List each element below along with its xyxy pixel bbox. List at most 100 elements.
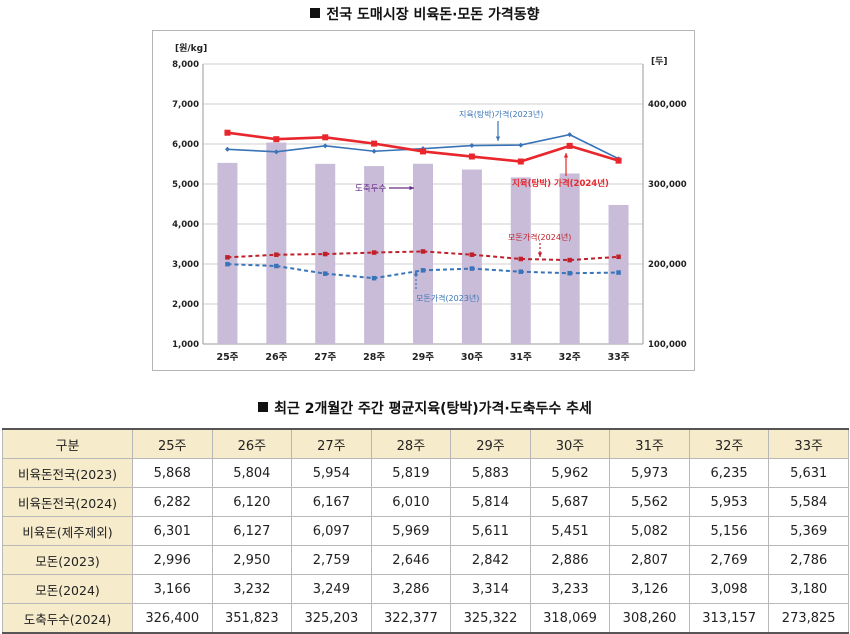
table-cell: 6,127	[211, 516, 293, 546]
table-header-week: 32주	[688, 428, 770, 459]
series-marker	[224, 129, 231, 136]
annotation-sow-2023-arrow-head	[413, 271, 419, 276]
row-label: 도축두수(2024)	[2, 603, 133, 634]
series-marker	[616, 254, 621, 260]
y-right-tick-label: 400,000	[648, 100, 687, 110]
table-header-week: 31주	[609, 428, 690, 459]
series-marker	[322, 271, 328, 276]
table-title: 최근 2개월간 주간 평균지육(탕박)가격·도축두수 추세	[0, 398, 850, 418]
table-cell: 3,249	[291, 574, 372, 604]
table-cell: 5,953	[688, 487, 770, 517]
series-marker	[225, 255, 230, 260]
series-marker	[567, 132, 573, 138]
series-marker	[274, 252, 279, 257]
table-cell: 2,807	[609, 545, 690, 575]
table-cell: 3,232	[211, 574, 293, 604]
table-cell: 3,180	[768, 574, 849, 604]
series-marker	[469, 252, 475, 257]
table-cell: 308,260	[609, 603, 690, 634]
y-left-tick-label: 7,000	[172, 100, 199, 110]
table-cell: 325,322	[450, 603, 531, 634]
square-bullet-icon	[258, 402, 269, 412]
annotation-slaughter-arrow-head	[409, 185, 414, 191]
table-cell: 313,157	[688, 603, 770, 634]
table-cell: 273,825	[768, 603, 849, 634]
table-cell: 5,814	[450, 487, 531, 517]
chart-frame: 1,000 2,000 3,000 4,000 5,000 6,000 7,000 8,000…	[152, 30, 695, 371]
series-marker	[518, 256, 524, 262]
table-row: 모돈(2024) 3,166 3,232 3,249 3,286 3,314 3,233 3,…	[2, 574, 849, 604]
table-row: 비육돈전국(2024) 6,282 6,120 6,167 6,010 5,814 5,68…	[2, 487, 849, 517]
series-marker	[517, 158, 524, 165]
table-cell: 3,126	[609, 574, 690, 604]
series-marker	[615, 157, 622, 164]
table-cell: 5,687	[529, 487, 611, 517]
series-marker	[224, 146, 230, 152]
y-left-tick-label: 3,000	[172, 260, 199, 270]
series-marker	[273, 136, 280, 143]
series-marker	[469, 266, 475, 271]
table-cell: 2,950	[211, 545, 293, 575]
table-cell: 325,203	[291, 603, 372, 634]
chart-title-text: 전국 도매시장 비육돈·모돈 가격동향	[326, 7, 540, 23]
table-cell: 5,631	[768, 458, 849, 488]
series-marker	[420, 148, 426, 155]
series-marker	[274, 263, 279, 269]
series-marker	[420, 268, 426, 273]
table-cell: 2,886	[529, 545, 611, 575]
x-tick-label: 33주	[608, 352, 630, 363]
table-header-week: 33주	[768, 428, 849, 459]
annotation-label: 모돈가격(2023년)	[416, 293, 479, 303]
table-cell: 5,969	[370, 516, 452, 546]
series-line	[227, 250, 619, 262]
table-cell: 2,842	[450, 545, 531, 575]
table-title-text: 최근 2개월간 주간 평균지육(탕박)가격·도축두수 추세	[274, 401, 592, 417]
y-left-unit: [원/kg]	[175, 42, 207, 54]
table-cell: 6,282	[132, 487, 213, 517]
series-marker	[371, 140, 378, 147]
y-left-tick-label: 8,000	[172, 60, 199, 70]
table-cell: 5,804	[211, 458, 293, 488]
table-body: 비육돈전국(2023) 5,868 5,804 5,954 5,819 5,883 5,96…	[2, 458, 849, 634]
table-cell: 5,962	[529, 458, 611, 488]
x-tick-label: 30주	[461, 352, 483, 363]
table-header-week: 26주	[211, 428, 293, 459]
price-table: 구분 25주 26주 27주 28주 29주 30주 31주 32주 33주 비육돈전국(2023…	[2, 428, 849, 634]
table-cell: 3,098	[688, 574, 770, 604]
row-label: 비육돈전국(2023)	[2, 458, 133, 488]
square-bullet-icon	[310, 8, 321, 18]
table-cell: 5,819	[370, 458, 452, 488]
y-right-tick-label: 200,000	[648, 260, 687, 270]
bar-slaughter-count	[266, 142, 287, 344]
series-marker	[518, 269, 524, 274]
table-cell: 3,166	[132, 574, 213, 604]
table-cell: 5,868	[132, 458, 213, 488]
table-cell: 6,167	[291, 487, 372, 517]
table-cell: 5,369	[768, 516, 849, 546]
table-header-category: 구분	[2, 428, 133, 459]
table-cell: 6,097	[291, 516, 372, 546]
table-cell: 2,786	[768, 545, 849, 575]
table-row: 비육돈전국(2023) 5,868 5,804 5,954 5,819 5,883 5,96…	[2, 458, 849, 488]
table-cell: 5,584	[768, 487, 849, 517]
table-cell: 318,069	[529, 603, 611, 634]
table-header-week: 25주	[132, 428, 213, 459]
chart-title: 전국 도매시장 비육돈·모돈 가격동향	[0, 4, 850, 24]
annotation-2023-arrow-head	[495, 136, 501, 141]
annotation-2024-arrow-head	[563, 153, 569, 158]
table-cell: 2,759	[291, 545, 372, 575]
x-tick-label: 28주	[363, 352, 385, 363]
table-header-row: 구분 25주 26주 27주 28주 29주 30주 31주 32주 33주	[2, 428, 849, 459]
x-tick-label: 32주	[559, 352, 581, 363]
series-marker	[469, 143, 475, 149]
table-cell: 6,235	[688, 458, 770, 488]
annotation-label: 도축두수	[355, 184, 386, 194]
y-left-tick-label: 2,000	[172, 300, 199, 310]
series-marker	[567, 257, 572, 263]
series-marker	[322, 251, 328, 257]
row-label: 모돈(2023)	[2, 545, 133, 575]
table-cell: 5,973	[609, 458, 690, 488]
annotation-sow-2024-arrow-head	[537, 252, 543, 257]
table-row: 비육돈(제주제외) 6,301 6,127 6,097 5,969 5,611 5,451 5…	[2, 516, 849, 546]
series-marker	[518, 142, 524, 148]
